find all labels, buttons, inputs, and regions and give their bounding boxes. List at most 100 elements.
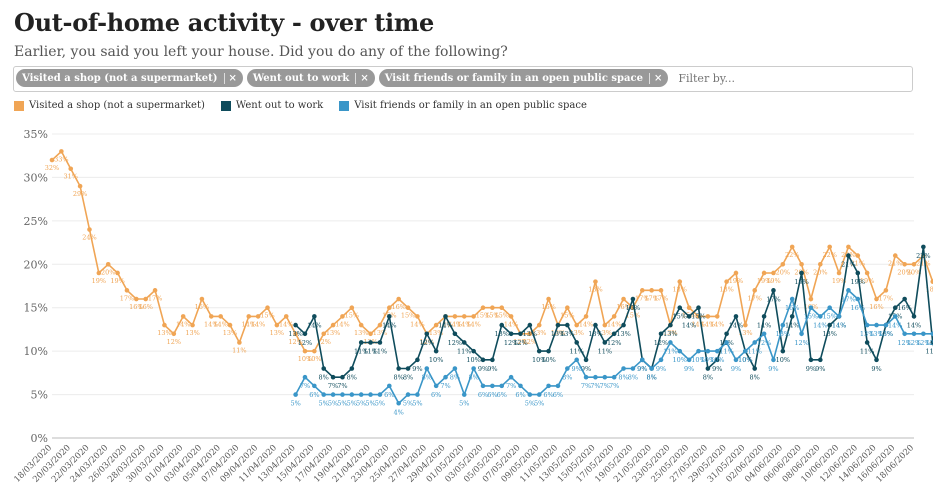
data-point — [293, 392, 298, 397]
data-point — [321, 392, 327, 397]
data-point — [892, 305, 898, 311]
data-point — [771, 270, 776, 276]
filter-box[interactable]: Visited a shop (not a supermarket) × Wen… — [13, 66, 913, 92]
data-label: 16% — [616, 303, 630, 311]
data-label: 5% — [290, 400, 300, 408]
data-point — [846, 253, 851, 258]
y-tick-label: 5% — [31, 389, 48, 402]
data-point — [227, 322, 233, 328]
data-label: 17% — [120, 294, 134, 302]
data-label: 7% — [609, 382, 619, 390]
data-label: 8% — [468, 374, 478, 382]
legend-item-work[interactable]: Went out to work — [220, 100, 323, 111]
data-label: 14% — [438, 320, 452, 328]
data-point — [433, 383, 439, 389]
data-label: 8% — [562, 374, 572, 382]
data-label: 12% — [794, 339, 808, 347]
remove-chip-shop-icon[interactable]: × — [223, 72, 237, 84]
data-point — [396, 366, 401, 371]
data-point — [855, 270, 861, 276]
data-point — [864, 270, 870, 276]
data-label: 20% — [907, 268, 921, 276]
data-label: 13% — [495, 330, 509, 338]
data-point — [330, 392, 336, 397]
data-point — [733, 357, 739, 363]
data-point — [452, 314, 458, 319]
data-point — [874, 322, 879, 328]
data-point — [499, 305, 505, 311]
data-label: 10% — [298, 355, 312, 363]
data-point — [630, 366, 636, 371]
remove-chip-friends-icon[interactable]: × — [648, 72, 662, 84]
data-label: 12% — [298, 339, 312, 347]
data-label: 10% — [541, 356, 555, 364]
data-point — [471, 314, 476, 319]
data-label: 17% — [841, 295, 855, 303]
data-point — [705, 348, 711, 354]
data-point — [761, 331, 767, 337]
data-label: 15% — [691, 313, 705, 321]
data-point — [930, 279, 933, 284]
data-label: 13% — [223, 329, 237, 337]
data-label: 10% — [307, 355, 321, 363]
data-point — [836, 314, 842, 319]
data-point — [536, 392, 542, 397]
data-point — [724, 340, 729, 345]
data-label: 5% — [365, 400, 375, 408]
data-label: 12% — [523, 338, 537, 346]
data-label: 8% — [703, 374, 713, 382]
filter-input[interactable] — [676, 70, 881, 86]
data-label: 10% — [776, 356, 790, 364]
data-point — [508, 314, 514, 319]
remove-chip-work-icon[interactable]: × — [355, 72, 369, 84]
data-label: 13% — [429, 329, 443, 337]
data-point — [77, 183, 83, 189]
data-label: 5% — [525, 400, 535, 408]
data-label: 13% — [354, 329, 368, 337]
data-label: 19% — [794, 278, 808, 286]
data-point — [677, 348, 683, 354]
data-label: 7% — [506, 382, 516, 390]
data-point — [499, 383, 505, 389]
filter-chip-label: Visited a shop (not a supermarket) — [22, 72, 218, 84]
y-tick-label: 30% — [24, 171, 48, 184]
data-point — [855, 253, 861, 258]
data-label: 14% — [813, 321, 827, 329]
data-label: 20% — [776, 268, 790, 276]
data-point — [218, 314, 223, 319]
data-label: 12% — [757, 339, 771, 347]
data-label: 11% — [457, 347, 471, 355]
data-point — [461, 392, 467, 397]
data-point — [490, 357, 495, 363]
data-point — [686, 305, 692, 311]
data-label: 12% — [167, 338, 181, 346]
data-label: 14% — [504, 320, 518, 328]
data-label: 8% — [394, 374, 404, 382]
data-label: 11% — [354, 347, 368, 355]
data-point — [789, 244, 795, 250]
data-point — [96, 270, 102, 276]
data-point — [480, 383, 486, 389]
data-label: 13% — [588, 330, 602, 338]
data-label: 32% — [45, 164, 59, 172]
data-point — [49, 157, 55, 163]
data-point — [490, 305, 495, 311]
data-point — [630, 296, 636, 302]
data-point — [892, 253, 898, 258]
data-label: 11% — [232, 346, 246, 354]
data-point — [415, 392, 420, 397]
data-point — [480, 357, 486, 363]
data-label: 5% — [534, 400, 544, 408]
legend-item-shop[interactable]: Visited a shop (not a supermarket) — [14, 100, 205, 111]
data-label: 5% — [403, 400, 413, 408]
data-point — [518, 331, 523, 337]
data-point — [283, 314, 289, 319]
data-label: 31% — [64, 173, 78, 181]
data-label: 9% — [637, 365, 647, 373]
data-label: 4% — [394, 408, 404, 416]
data-point — [555, 383, 561, 389]
data-point — [911, 261, 917, 267]
data-label: 5% — [459, 400, 469, 408]
data-label: 14% — [785, 321, 799, 329]
legend-item-friends[interactable]: Visit friends or family in an open publi… — [339, 100, 587, 111]
